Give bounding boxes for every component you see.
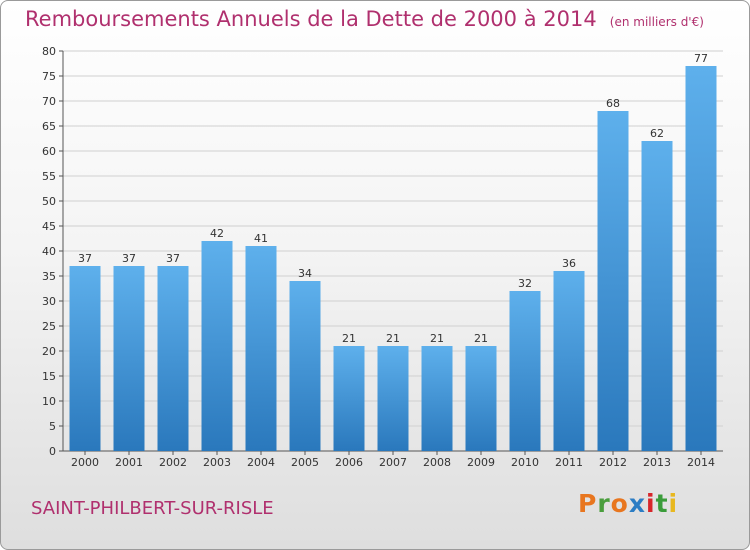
x-tick-label-2005: 2005 xyxy=(291,456,319,469)
value-label-2005: 34 xyxy=(298,267,312,280)
x-tick-label-2007: 2007 xyxy=(379,456,407,469)
bar-2005 xyxy=(289,281,321,451)
value-label-2009: 21 xyxy=(474,332,488,345)
logo-letter: P xyxy=(578,489,598,518)
value-label-2003: 42 xyxy=(210,227,224,240)
value-label-2000: 37 xyxy=(78,252,92,265)
x-tick-label-2004: 2004 xyxy=(247,456,275,469)
y-tick-label: 5 xyxy=(49,420,56,433)
value-label-2014: 77 xyxy=(694,52,708,65)
bar-2000 xyxy=(69,266,101,451)
labels: 0 5 10 15 20 25 30 35 40 45 50 55 60 65 70 75 80 37 2000 37… xyxy=(42,45,715,469)
value-label-2004: 41 xyxy=(254,232,268,245)
y-tick-label: 0 xyxy=(49,445,56,458)
y-tick-label: 30 xyxy=(42,295,56,308)
bar-2004 xyxy=(245,246,277,451)
value-label-2007: 21 xyxy=(386,332,400,345)
y-tick-label: 20 xyxy=(42,345,56,358)
value-label-2008: 21 xyxy=(430,332,444,345)
y-tick-label: 80 xyxy=(42,45,56,58)
value-label-2010: 32 xyxy=(518,277,532,290)
bar-2009 xyxy=(465,346,497,451)
x-tick-label-2006: 2006 xyxy=(335,456,363,469)
x-tick-label-2001: 2001 xyxy=(115,456,143,469)
bar-2002 xyxy=(157,266,189,451)
logo-letter: r xyxy=(597,489,611,518)
chart-unit-note: (en milliers d'€) xyxy=(609,15,704,29)
bar-2011 xyxy=(553,271,585,451)
y-tick-label: 10 xyxy=(42,395,56,408)
value-label-2013: 62 xyxy=(650,127,664,140)
value-label-2006: 21 xyxy=(342,332,356,345)
y-tick-label: 50 xyxy=(42,195,56,208)
value-label-2001: 37 xyxy=(122,252,136,265)
x-tick-label-2011: 2011 xyxy=(555,456,583,469)
x-tick-label-2009: 2009 xyxy=(467,456,495,469)
y-tick-label: 60 xyxy=(42,145,56,158)
x-tick-label-2014: 2014 xyxy=(687,456,715,469)
y-tick-label: 65 xyxy=(42,120,56,133)
bar-2007 xyxy=(377,346,409,451)
bars xyxy=(69,66,717,451)
logo-letter: x xyxy=(628,489,646,518)
x-tick-label-2010: 2010 xyxy=(511,456,539,469)
bar-2013 xyxy=(641,141,673,451)
logo-letter: i xyxy=(668,489,679,518)
y-tick-label: 70 xyxy=(42,95,56,108)
city-name: SAINT-PHILBERT-SUR-RISLE xyxy=(31,498,274,519)
x-tick-label-2008: 2008 xyxy=(423,456,451,469)
bar-2008 xyxy=(421,346,453,451)
y-tick-label: 35 xyxy=(42,270,56,283)
bar-2003 xyxy=(201,241,233,451)
x-tick-label-2012: 2012 xyxy=(599,456,627,469)
value-label-2011: 36 xyxy=(562,257,576,270)
bar-2012 xyxy=(597,111,629,451)
proxiti-logo: Proxiti xyxy=(578,489,678,518)
chart-title: Remboursements Annuels de la Dette de 20… xyxy=(25,7,597,31)
logo-letter: t xyxy=(655,489,669,518)
logo-letter: o xyxy=(610,489,629,518)
bar-2001 xyxy=(113,266,145,451)
bar-2006 xyxy=(333,346,365,451)
y-tick-label: 40 xyxy=(42,245,56,258)
x-tick-label-2013: 2013 xyxy=(643,456,671,469)
y-tick-label: 55 xyxy=(42,170,56,183)
y-tick-label: 75 xyxy=(42,70,56,83)
y-tick-label: 25 xyxy=(42,320,56,333)
x-tick-label-2000: 2000 xyxy=(71,456,99,469)
x-tick-label-2003: 2003 xyxy=(203,456,231,469)
y-tick-label: 15 xyxy=(42,370,56,383)
chart-title-row: Remboursements Annuels de la Dette de 20… xyxy=(25,7,704,31)
y-tick-label: 45 xyxy=(42,220,56,233)
x-tick-label-2002: 2002 xyxy=(159,456,187,469)
value-label-2002: 37 xyxy=(166,252,180,265)
value-label-2012: 68 xyxy=(606,97,620,110)
bar-2014 xyxy=(685,66,717,451)
logo-letter: i xyxy=(646,489,656,518)
bar-2010 xyxy=(509,291,541,451)
